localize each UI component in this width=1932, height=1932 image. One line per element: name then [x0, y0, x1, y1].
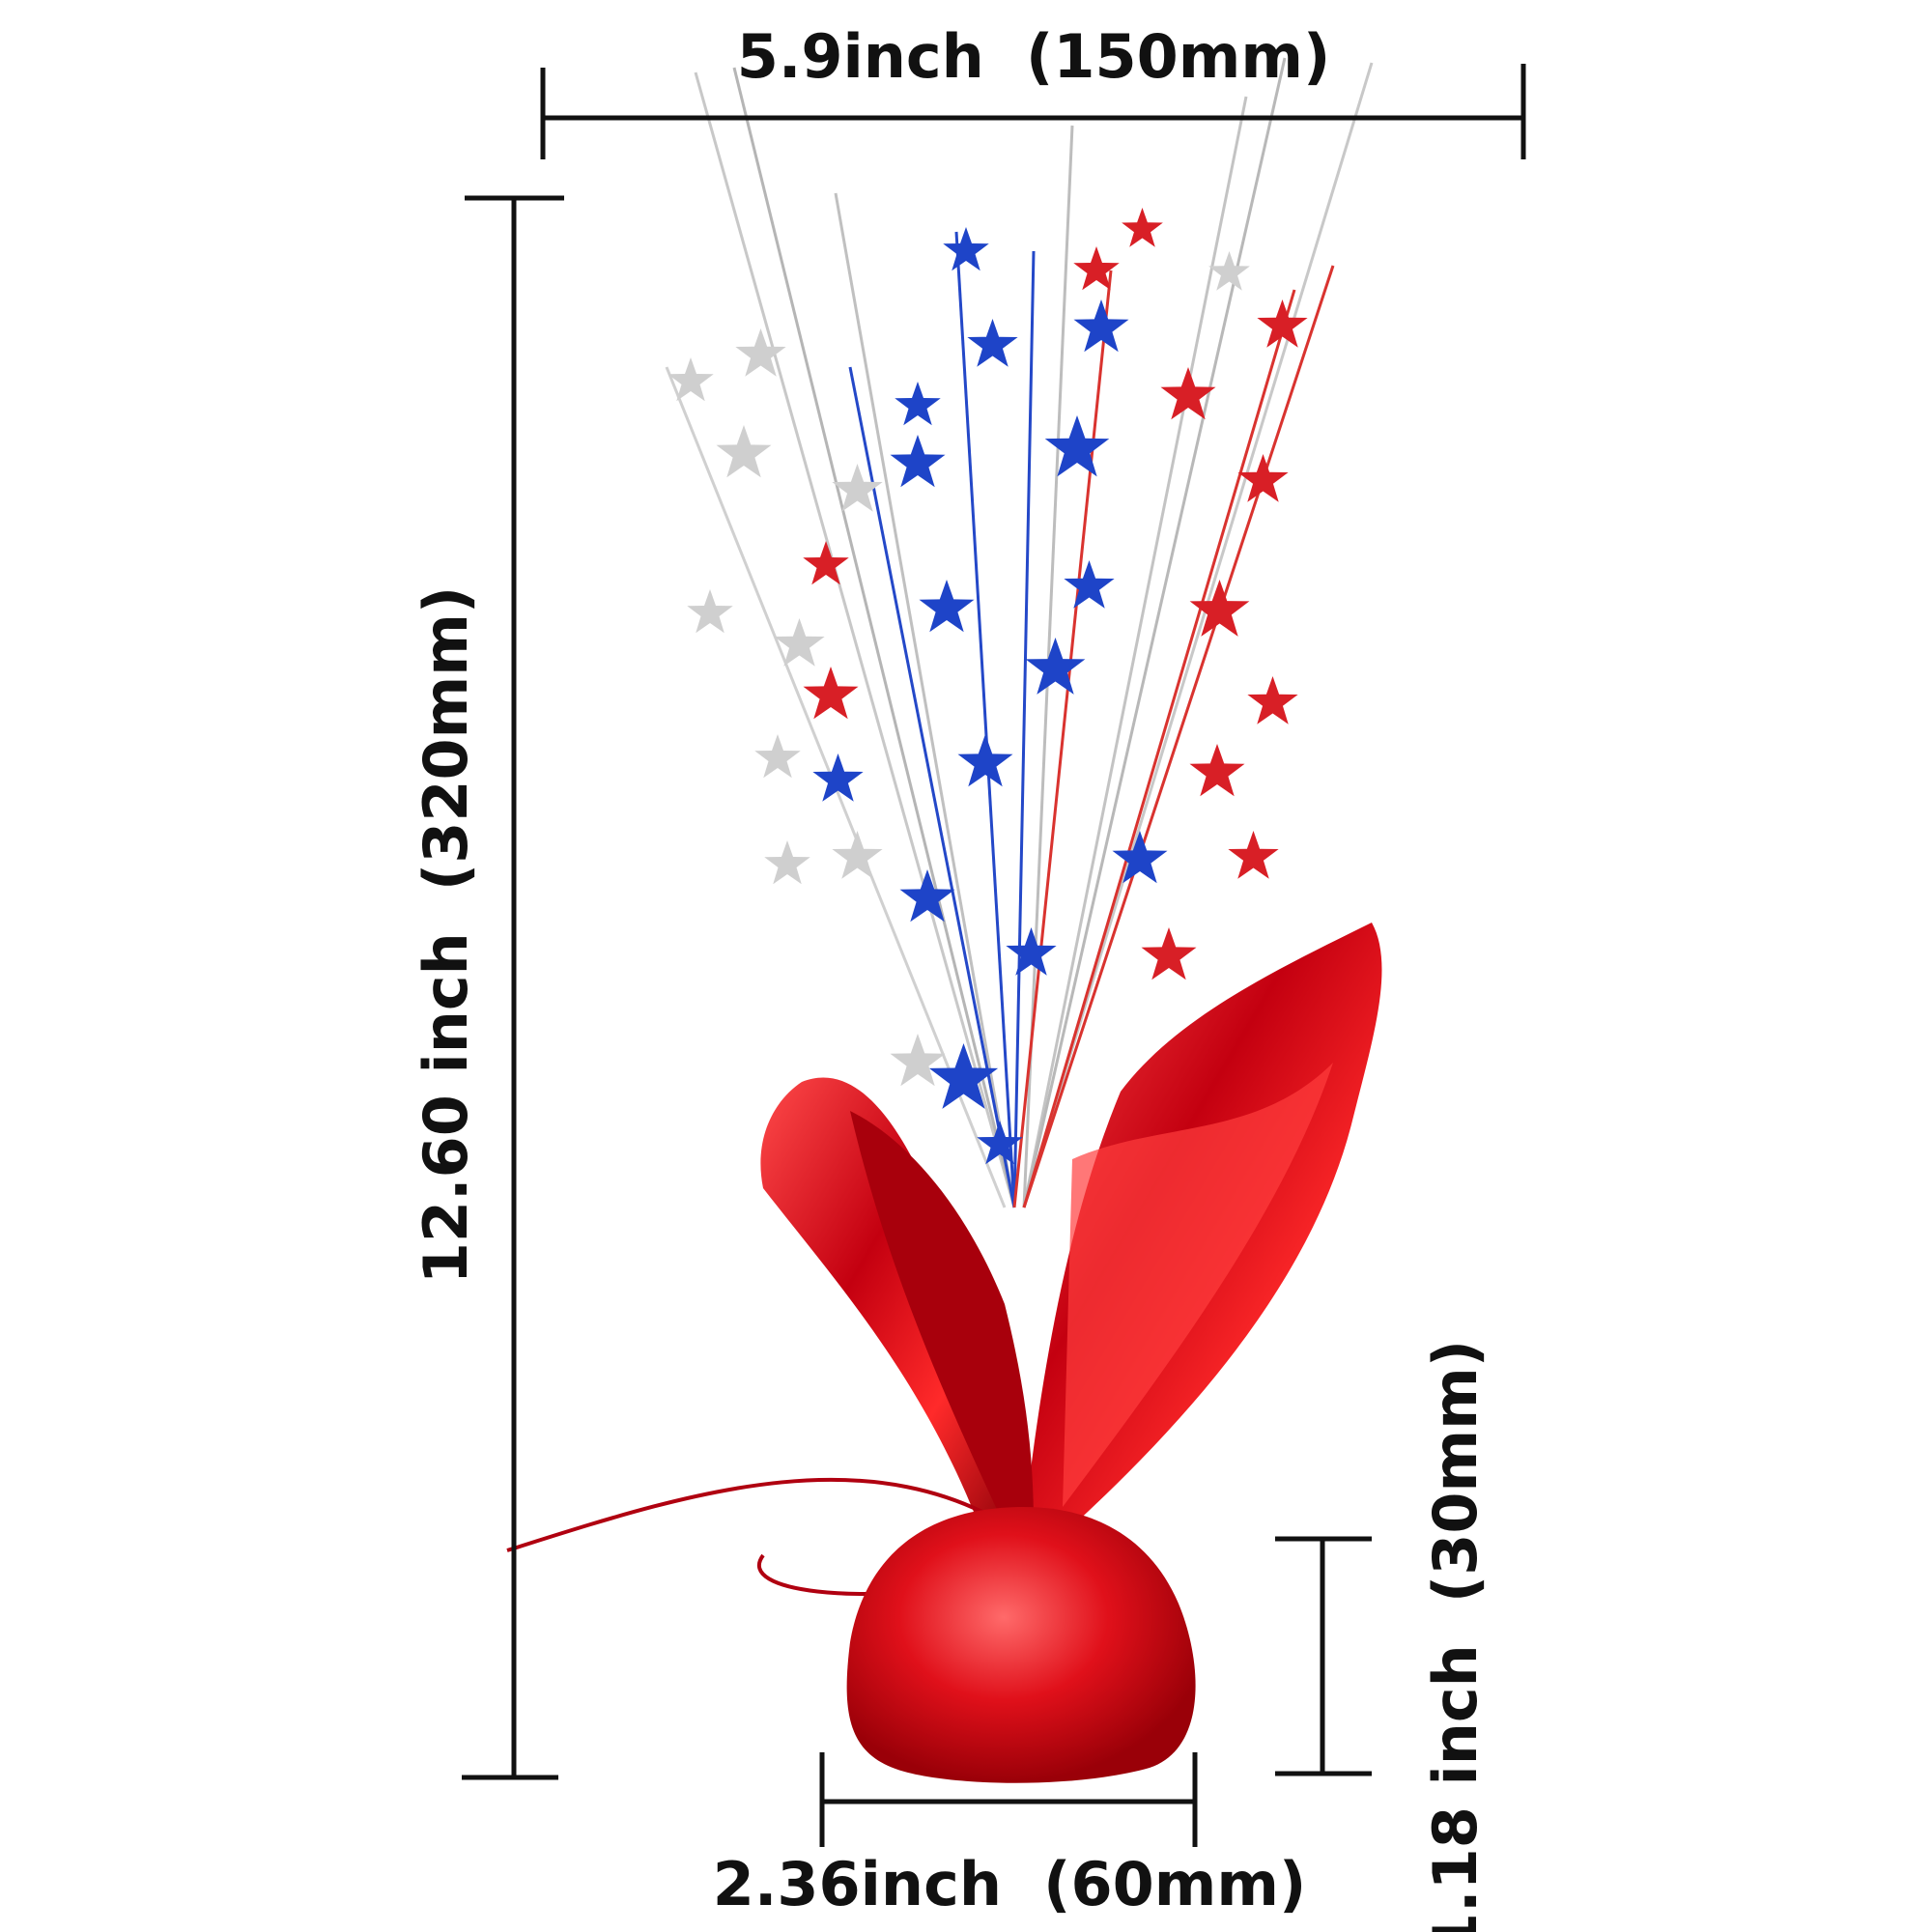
width-label: 5.9inch (150mm): [737, 21, 1331, 92]
height-label: 12.60 inch (320mm): [411, 586, 481, 1284]
tinsel: [665, 57, 1374, 1208]
foil-wrap: [760, 923, 1382, 1526]
base-height-label: 1.18 inch (30mm): [1420, 1340, 1491, 1932]
weight-base: [846, 1507, 1196, 1783]
base-width-label: 2.36inch (60mm): [713, 1849, 1307, 1919]
dimension-lines: [462, 64, 1526, 1847]
cord: [506, 1477, 1026, 1552]
